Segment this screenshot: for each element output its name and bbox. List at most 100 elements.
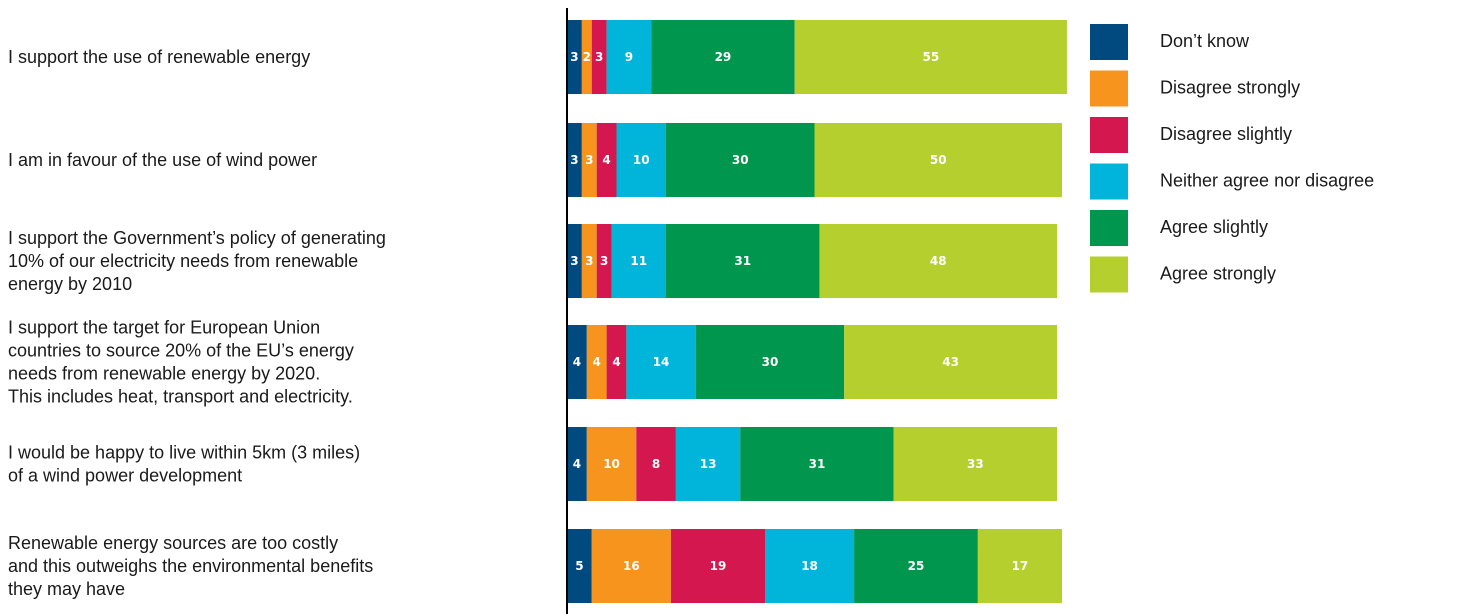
data-label: 3 [570, 153, 578, 167]
bar-segment [670, 529, 765, 603]
category-labels: I support the use of renewable energy I a… [8, 47, 386, 599]
data-label: 3 [585, 254, 593, 268]
bar-segment [596, 123, 617, 197]
data-label: 16 [623, 559, 640, 573]
category-label-line: I would be happy to live within 5km (3 m… [8, 443, 360, 463]
bar-segment [794, 20, 1067, 94]
legend-swatch [1090, 24, 1128, 60]
bar-segment [675, 427, 741, 501]
bar-segment [651, 20, 795, 94]
data-label: 14 [653, 355, 670, 369]
data-label: 13 [700, 457, 717, 471]
category-label: I am in favour of the use of wind power [8, 150, 317, 170]
category-label: Renewable energy sources are too costly a… [8, 533, 373, 599]
category-label-line: This includes heat, transport and electr… [8, 387, 353, 407]
bar-segment [567, 325, 587, 399]
data-label: 31 [809, 457, 826, 471]
data-label: 4 [612, 355, 620, 369]
data-label: 17 [1012, 559, 1029, 573]
category-label-line: 10% of our electricity needs from renewa… [8, 251, 358, 271]
bar-segment [819, 224, 1058, 298]
data-label: 50 [930, 153, 947, 167]
bar-segment [695, 325, 845, 399]
data-label: 4 [573, 355, 581, 369]
data-label: 19 [710, 559, 727, 573]
category-label-line: Renewable energy sources are too costly [8, 533, 338, 553]
legend-label: Don’t know [1160, 31, 1250, 51]
data-label: 29 [715, 50, 732, 64]
bar-segment [854, 529, 978, 603]
legend-label: Agree slightly [1160, 217, 1268, 237]
data-label: 8 [652, 457, 660, 471]
legend-swatch [1090, 117, 1128, 153]
bar-segment [591, 20, 607, 94]
bar-segment [567, 123, 582, 197]
category-label: I support the use of renewable energy [8, 47, 310, 67]
data-label: 9 [625, 50, 633, 64]
data-label: 25 [908, 559, 925, 573]
bar-segment [765, 529, 855, 603]
data-label: 30 [732, 153, 749, 167]
category-label-line: I support the target for European Union [8, 318, 320, 338]
bar-segment [616, 123, 666, 197]
bar-segment [893, 427, 1058, 501]
legend-swatch [1090, 70, 1128, 107]
data-label: 30 [762, 355, 779, 369]
bar-segment [814, 123, 1062, 197]
bar-segment [666, 123, 815, 197]
category-label: I support the Government’s policy of gen… [8, 228, 386, 294]
category-label-line: needs from renewable energy by 2020. [8, 364, 320, 384]
legend-label: Disagree slightly [1160, 124, 1292, 144]
category-label-line: energy by 2010 [8, 274, 132, 294]
legend-label: Neither agree nor disagree [1160, 171, 1374, 191]
bar-segment [626, 325, 696, 399]
data-label: 10 [633, 153, 650, 167]
data-label: 4 [602, 153, 610, 167]
category-label: I support the target for European Union c… [8, 318, 354, 407]
bar-segment [844, 325, 1058, 399]
bar-segment [596, 224, 612, 298]
legend-swatch [1090, 210, 1128, 246]
bar-segment [606, 20, 652, 94]
bar-segment [567, 529, 592, 603]
bar-segment [740, 427, 894, 501]
bar-segment [567, 224, 582, 298]
data-label: 4 [573, 457, 581, 471]
bar-segment [636, 427, 676, 501]
bar-segment [586, 427, 637, 501]
data-label: 3 [600, 254, 608, 268]
bar-segment [606, 325, 627, 399]
bar-segment [567, 427, 587, 501]
category-label-line: and this outweighs the environmental ben… [8, 556, 373, 576]
category-label: I would be happy to live within 5km (3 m… [8, 443, 360, 486]
legend-swatch [1090, 163, 1128, 200]
data-label: 18 [801, 559, 818, 573]
data-label: 33 [967, 457, 984, 471]
bar-segment [581, 123, 597, 197]
data-label: 55 [922, 50, 939, 64]
category-label-line: countries to source 20% of the EU’s ener… [8, 341, 354, 361]
bar-segment [666, 224, 820, 298]
bar-segment [581, 224, 597, 298]
category-label-line: of a wind power development [8, 466, 242, 486]
data-label: 31 [734, 254, 751, 268]
legend: Don’t know Disagree strongly Disagree slig… [1090, 24, 1374, 293]
category-label-line: I am in favour of the use of wind power [8, 150, 317, 170]
bar-segment [567, 20, 582, 94]
bars: 3 2 3 9 29 553 3 4 10 30 503 3 3 11 31 484 4 4 14 30 434 10 8 1… [567, 20, 1067, 603]
legend-label: Agree strongly [1160, 264, 1276, 284]
data-label: 3 [570, 254, 578, 268]
data-label: 4 [593, 355, 601, 369]
category-label-line: I support the Government’s policy of gen… [8, 228, 386, 248]
bar-segment [591, 529, 671, 603]
data-label: 11 [630, 254, 647, 268]
category-label-line: they may have [8, 579, 125, 599]
data-label: 43 [942, 355, 959, 369]
legend-swatch [1090, 256, 1128, 293]
data-label: 5 [575, 559, 583, 573]
data-label: 48 [930, 254, 947, 268]
legend-label: Disagree strongly [1160, 78, 1300, 98]
bar-segment [586, 325, 607, 399]
data-label: 2 [583, 50, 591, 64]
